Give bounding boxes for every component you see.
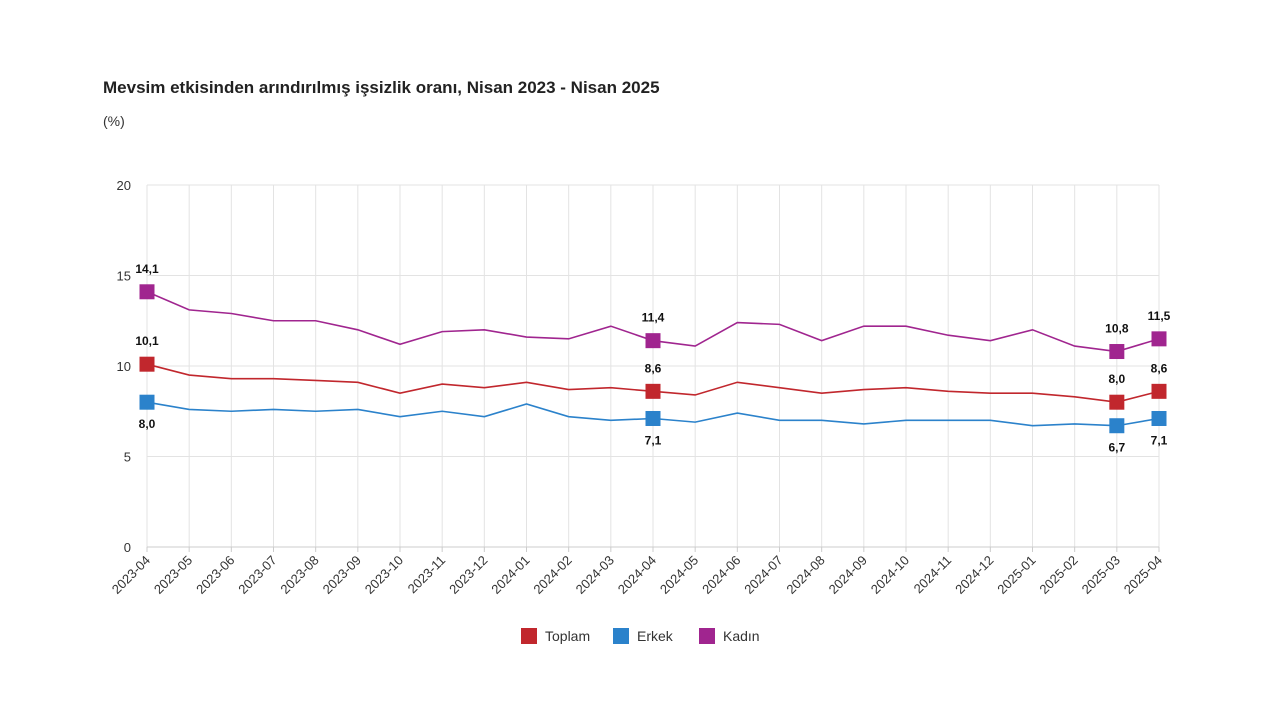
data-point-marker-erkek[interactable] [139,394,155,410]
x-tick-label: 2024-12 [952,553,996,597]
x-tick-label: 2023-09 [320,553,364,597]
legend-swatch-toplam [521,628,537,644]
y-tick-label: 10 [117,359,131,374]
chart-unit-label: (%) [103,113,125,129]
data-label-kad-n: 11,5 [1148,309,1171,323]
data-label-erkek: 7,1 [645,433,662,447]
data-point-marker-toplam[interactable] [1109,394,1125,410]
legend-label-kad-n: Kadın [723,628,760,644]
x-tick-label: 2025-04 [1121,553,1165,597]
data-label-erkek: 7,1 [1151,433,1168,447]
x-tick-label: 2024-08 [783,553,827,597]
y-tick-label: 0 [124,540,131,555]
legend-item-kad-n[interactable]: Kadın [699,628,760,644]
data-label-toplam: 8,6 [645,361,662,375]
data-point-marker-kad-n[interactable] [139,284,155,300]
data-point-marker-erkek[interactable] [645,410,661,426]
data-point-marker-kad-n[interactable] [1109,344,1125,360]
x-tick-label: 2023-07 [235,553,279,597]
x-tick-label: 2024-03 [573,553,617,597]
legend-swatch-erkek [613,628,629,644]
data-label-kad-n: 10,8 [1105,322,1129,336]
data-point-marker-toplam[interactable] [645,383,661,399]
x-tick-label: 2023-08 [277,553,321,597]
legend-label-toplam: Toplam [545,628,590,644]
data-point-marker-kad-n[interactable] [1151,331,1167,347]
x-tick-label: 2023-12 [446,553,490,597]
legend-item-toplam[interactable]: Toplam [521,628,590,644]
x-tick-label: 2024-05 [657,553,701,597]
data-point-marker-toplam[interactable] [139,356,155,372]
x-tick-label: 2024-02 [530,553,574,597]
x-tick-label: 2024-01 [488,553,532,597]
data-point-marker-kad-n[interactable] [645,333,661,349]
x-tick-label: 2024-07 [741,553,785,597]
x-tick-label: 2023-11 [405,553,449,597]
x-tick-label: 2023-06 [193,553,237,597]
data-label-kad-n: 14,1 [135,262,159,276]
series-layer [139,284,1167,434]
x-tick-label: 2023-10 [362,553,406,597]
x-tick-label: 2024-11 [911,553,955,597]
data-label-kad-n: 11,4 [642,311,665,325]
legend-swatch-kad-n [699,628,715,644]
y-tick-label: 15 [117,269,131,284]
data-label-toplam: 8,6 [1151,361,1168,375]
x-tick-label: 2024-06 [699,553,743,597]
x-tick-label: 2023-05 [151,553,195,597]
data-point-marker-toplam[interactable] [1151,383,1167,399]
legend: Toplam Erkek Kadın [521,628,760,644]
x-tick-label: 2025-02 [1036,553,1080,597]
y-tick-label: 5 [124,450,131,465]
legend-item-erkek[interactable]: Erkek [613,628,674,644]
legend-label-erkek: Erkek [637,628,674,644]
data-label-toplam: 8,0 [1108,372,1125,386]
data-label-erkek: 8,0 [139,417,156,431]
data-point-marker-erkek[interactable] [1109,418,1125,434]
data-label-toplam: 10,1 [135,334,159,348]
data-point-marker-erkek[interactable] [1151,410,1167,426]
y-tick-label: 20 [117,178,131,193]
data-label-erkek: 6,7 [1108,441,1125,455]
x-tick-label: 2024-04 [615,553,659,597]
data-label-layer: 10,1 8,6 8,0 8,6 8,0 7,1 6,7 7,1 14,1 11,4 10,8 11,… [135,262,1170,455]
x-tick-label: 2023-04 [109,553,153,597]
x-tick-label: 2025-03 [1079,553,1123,597]
x-tick-label: 2024-09 [826,553,870,597]
x-tick-label: 2024-10 [868,553,912,597]
axis-layer: 051015202023-042023-052023-062023-072023… [109,178,1165,597]
x-tick-label: 2025-01 [994,553,1038,597]
chart-title: Mevsim etkisinden arındırılmış işsizlik … [103,78,660,97]
